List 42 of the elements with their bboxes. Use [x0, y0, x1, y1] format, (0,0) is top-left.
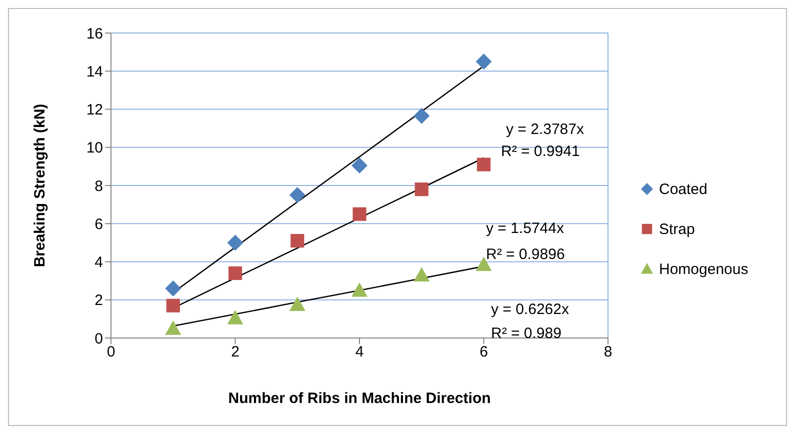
y-tick-label: 14: [86, 63, 103, 80]
point: [290, 234, 304, 248]
y-tick-label: 12: [86, 102, 103, 119]
point: [289, 296, 306, 312]
x-axis-title: Number of Ribs in Machine Direction: [228, 390, 491, 407]
point: [352, 157, 368, 174]
point: [414, 182, 428, 196]
x-tick-label: 2: [231, 344, 240, 361]
point: [227, 310, 244, 324]
x-tick-label: 0: [106, 344, 116, 361]
x-tick-label: 6: [480, 344, 488, 361]
point: [414, 108, 430, 124]
point: [476, 54, 492, 70]
point: [165, 280, 182, 296]
point: [352, 282, 368, 297]
point: [414, 267, 430, 282]
y-tick-label: 16: [86, 25, 103, 42]
point: [476, 158, 491, 172]
point: [228, 266, 242, 280]
annotation: R² = 0.9941: [501, 143, 580, 160]
y-tick-label: 4: [94, 254, 103, 272]
legend-label: Coated: [659, 180, 708, 198]
annotation: R² = 0.9896: [486, 246, 565, 263]
annotation: y = 0.6262x: [491, 301, 569, 318]
legend-label: Strap: [659, 220, 695, 238]
y-tick-label: 2: [94, 292, 103, 310]
x-tick-label: 4: [355, 344, 364, 361]
y-tick-label: 8: [94, 178, 103, 195]
point: [352, 207, 366, 221]
y-tick-label: 10: [86, 140, 103, 157]
point: [165, 320, 182, 335]
y-axis-title: Breaking Strength (kN): [31, 104, 48, 268]
annotation: R² = 0.989: [491, 325, 562, 342]
y-tick-label: 0: [94, 330, 103, 348]
point: [289, 187, 306, 204]
annotation: y = 1.5744x: [486, 220, 564, 237]
point: [166, 298, 180, 312]
point: [227, 234, 244, 251]
annotation: y = 2.3787x: [506, 121, 584, 138]
y-tick-label: 6: [94, 216, 103, 233]
x-tick-label: 8: [604, 344, 612, 361]
legend-label: Homogenous: [659, 260, 748, 278]
